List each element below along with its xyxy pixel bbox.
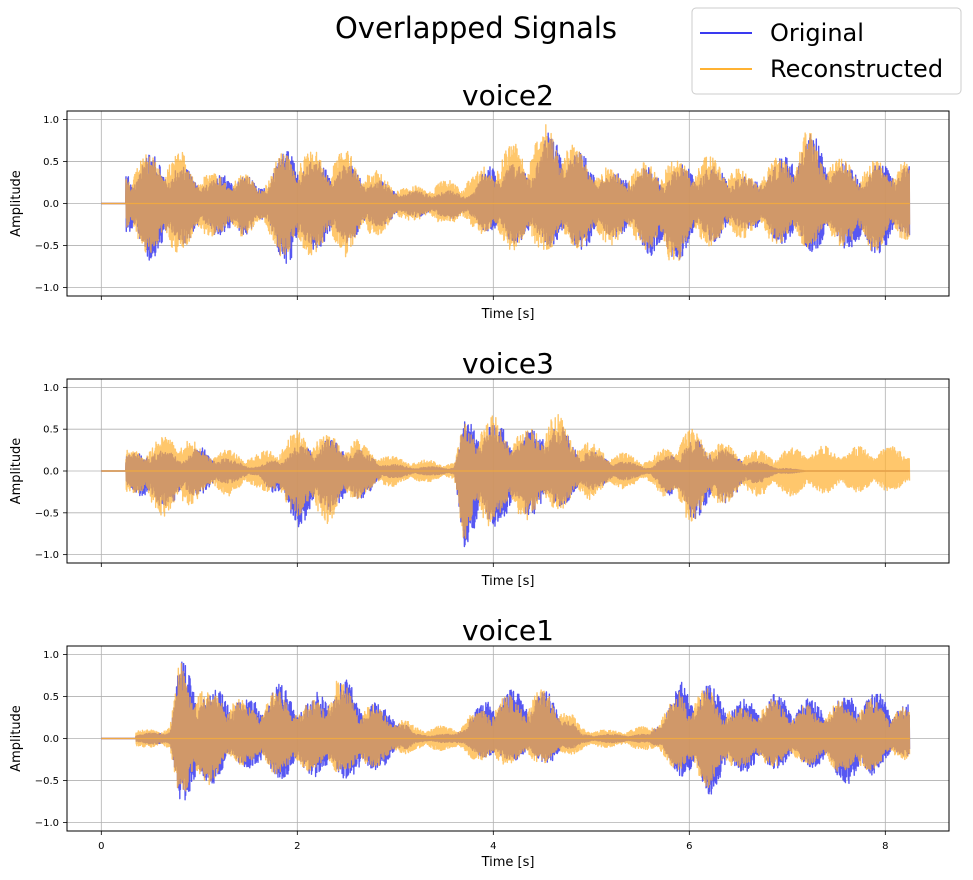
subplot-voice3: −1.0 −0.5 0.0 0.5 1.0 voice3 Time [s] Amplitude [9, 347, 950, 589]
subplots: −1.0 −0.5 0.0 0.5 1.0 voice2 Time [s] Amplitude… [9, 79, 950, 870]
x-tick-label: 8 [882, 841, 888, 852]
subplot-voice2: −1.0 −0.5 0.0 0.5 1.0 voice2 Time [s] Amplitude [9, 79, 950, 322]
x-tick-label: 6 [686, 841, 692, 852]
y-tick-label: 0.5 [43, 425, 59, 436]
x-tick-label: 0 [98, 841, 104, 852]
y-tick-label: −1.0 [35, 283, 59, 294]
series-reconstructed [100, 663, 911, 792]
y-tick-label: 0.0 [43, 199, 59, 210]
x-tick-label: 2 [294, 841, 300, 852]
y-tick-label: 1.0 [43, 650, 59, 661]
legend-label-reconstructed: Reconstructed [770, 55, 943, 83]
legend-label-original: Original [770, 19, 864, 47]
y-tick-label: 0.0 [43, 734, 59, 745]
y-axis-label: Amplitude [9, 170, 24, 237]
subplot-title: voice1 [462, 614, 554, 647]
y-tick-label: −0.5 [35, 241, 59, 252]
x-axis-label: Time [s] [481, 307, 535, 322]
series-reconstructed [100, 124, 911, 261]
x-axis-label: Time [s] [481, 855, 535, 870]
y-tick-label: 0.0 [43, 467, 59, 478]
subplot-voice1: −1.0 −0.5 0.0 0.5 1.0 0 2 4 6 8 voice1 Time [s] Ampl… [9, 614, 950, 870]
y-tick-label: −1.0 [35, 550, 59, 561]
x-axis-label: Time [s] [481, 574, 535, 589]
legend-frame [691, 7, 962, 95]
y-tick-label: 0.5 [43, 692, 59, 703]
y-tick-label: 0.5 [43, 157, 59, 168]
y-tick-label: 1.0 [43, 115, 59, 126]
y-axis-label: Amplitude [9, 438, 24, 505]
subplot-title: voice3 [462, 347, 554, 380]
series-reconstructed [100, 413, 911, 539]
y-tick-label: −1.0 [35, 818, 59, 829]
y-tick-label: −0.5 [35, 776, 59, 787]
y-axis-label: Amplitude [9, 705, 24, 772]
x-tick-label: 4 [490, 841, 496, 852]
y-tick-label: 1.0 [43, 383, 59, 394]
figure-title: Overlapped Signals [335, 11, 617, 45]
legend: Original Reconstructed [691, 7, 962, 95]
subplot-title: voice2 [462, 79, 554, 112]
y-tick-label: −0.5 [35, 508, 59, 519]
